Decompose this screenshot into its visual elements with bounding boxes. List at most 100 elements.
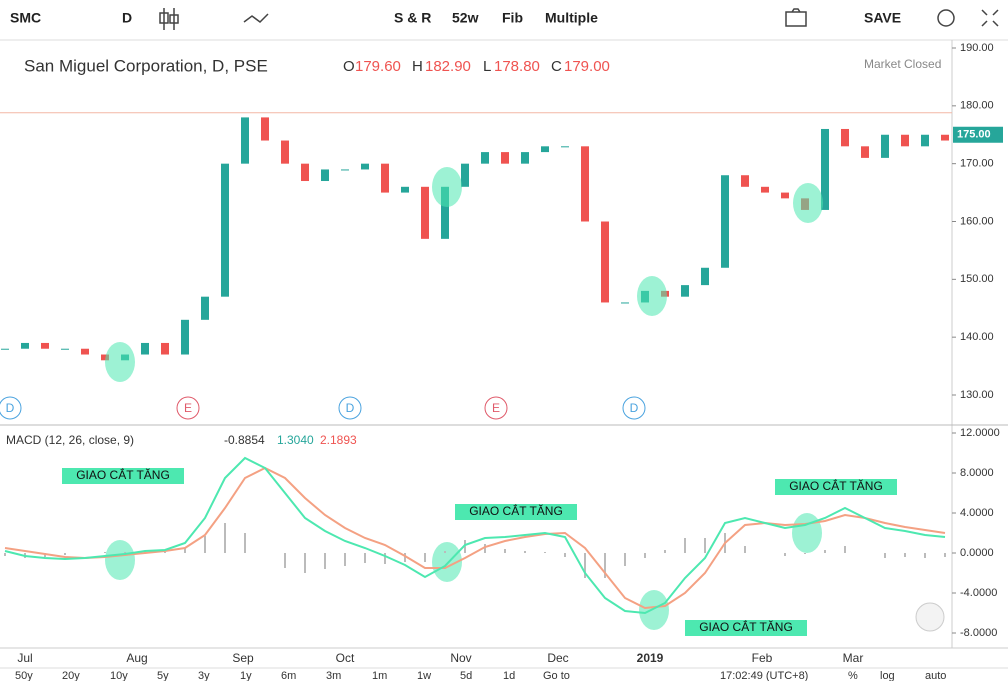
candles-icon[interactable] [159, 8, 179, 30]
histogram-bar [364, 553, 366, 563]
y-tick-label: 8.0000 [960, 467, 994, 479]
line-icon[interactable] [243, 13, 269, 23]
c-label: C [551, 58, 562, 75]
histogram-bar [304, 553, 306, 573]
scroll-button[interactable] [915, 602, 945, 632]
range-button[interactable]: 20y [62, 670, 80, 681]
candle [241, 117, 249, 164]
toolbar-item[interactable]: Fib [502, 10, 523, 26]
event-marker[interactable] [176, 396, 200, 420]
candle [621, 302, 629, 304]
event-marker[interactable] [338, 396, 362, 420]
candle [141, 342, 149, 355]
y-tick-label: 180.00 [960, 100, 994, 112]
highlight [105, 540, 135, 580]
candle [301, 163, 309, 182]
highlight [432, 542, 462, 582]
range-button[interactable]: 3m [326, 670, 341, 681]
histogram-bar [904, 553, 906, 557]
y-tick-label: -4.0000 [960, 587, 997, 599]
candle [221, 163, 229, 297]
candle [821, 128, 829, 210]
highlight [637, 276, 667, 316]
symbol[interactable]: SMC [10, 10, 41, 26]
save-button[interactable]: SAVE [864, 10, 901, 26]
annotation-box [685, 620, 807, 636]
candle [81, 348, 89, 355]
candle [381, 163, 389, 193]
x-tick-label: Nov [450, 651, 471, 665]
toolbar-item[interactable]: Multiple [545, 10, 598, 26]
histogram-bar [64, 553, 66, 555]
x-tick-label: Feb [752, 651, 773, 665]
range-button[interactable]: 3y [198, 670, 210, 681]
range-button[interactable]: 1m [372, 670, 387, 681]
interval[interactable]: D [122, 10, 132, 26]
y-tick-label: 130.00 [960, 389, 994, 401]
candle [581, 146, 589, 222]
event-marker[interactable] [484, 396, 508, 420]
range-button[interactable]: 5d [460, 670, 472, 681]
annotation: GIAO CẮT TĂNG [789, 478, 883, 493]
candle [281, 140, 289, 164]
candle [741, 175, 749, 187]
x-tick-label: 2019 [637, 651, 664, 665]
range-button[interactable]: 1w [417, 670, 431, 681]
histogram-bar [104, 552, 106, 553]
x-tick-label: Jul [17, 651, 32, 665]
histogram-bar [484, 544, 486, 553]
highlight [793, 183, 823, 223]
event-marker[interactable] [0, 396, 22, 420]
candle [701, 267, 709, 286]
y-tick-label: 160.00 [960, 215, 994, 227]
legend-title: San Miguel Corporation, D, PSE [24, 56, 268, 75]
macd-value: 1.3040 [277, 433, 314, 447]
histogram-bar [224, 523, 226, 553]
event-label: E [492, 401, 500, 415]
y-tick-label: 140.00 [960, 331, 994, 343]
event-marker[interactable] [622, 396, 646, 420]
h-label: H [412, 58, 423, 75]
scale-option[interactable]: % [848, 670, 858, 681]
candle [181, 319, 189, 355]
histogram-bar [544, 552, 546, 553]
annotation-box [62, 468, 184, 484]
range-button[interactable]: 1d [503, 670, 515, 681]
candle [781, 192, 789, 199]
histogram-bar [744, 546, 746, 553]
scale-option[interactable]: auto [925, 670, 946, 681]
c-value: 179.00 [564, 58, 610, 75]
candle [461, 163, 469, 187]
market-status: Market Closed [864, 57, 941, 71]
histogram-bar [384, 553, 386, 564]
annotation: GIAO CẮT TĂNG [469, 503, 563, 518]
camera-icon[interactable] [785, 8, 807, 27]
candle [561, 146, 569, 148]
candle [941, 134, 949, 141]
annotation: GIAO CẮT TĂNG [76, 467, 170, 482]
range-button[interactable]: 6m [281, 670, 296, 681]
candle [601, 221, 609, 303]
candle [1, 348, 9, 350]
range-button[interactable]: 10y [110, 670, 128, 681]
toolbar-item[interactable]: S & R [394, 10, 431, 26]
highlight [105, 342, 135, 382]
range-button[interactable]: 50y [15, 670, 33, 681]
signal-line [4, 466, 946, 610]
candle [521, 152, 529, 164]
toolbar-item[interactable]: 52w [452, 10, 479, 26]
histogram-bar [804, 553, 806, 554]
candle [61, 348, 69, 350]
histogram-bar [284, 553, 286, 568]
fullscreen-icon[interactable] [981, 9, 999, 27]
histogram-bar [4, 553, 6, 556]
candle [541, 146, 549, 153]
range-button[interactable]: 5y [157, 670, 169, 681]
histogram-bar [184, 548, 186, 553]
y-tick-label: 4.0000 [960, 507, 994, 519]
range-button[interactable]: 1y [240, 670, 252, 681]
settings-icon[interactable] [937, 9, 955, 27]
range-button[interactable]: Go to [543, 670, 570, 681]
y-tick-label: 0.0000 [960, 547, 994, 559]
scale-option[interactable]: log [880, 670, 895, 681]
